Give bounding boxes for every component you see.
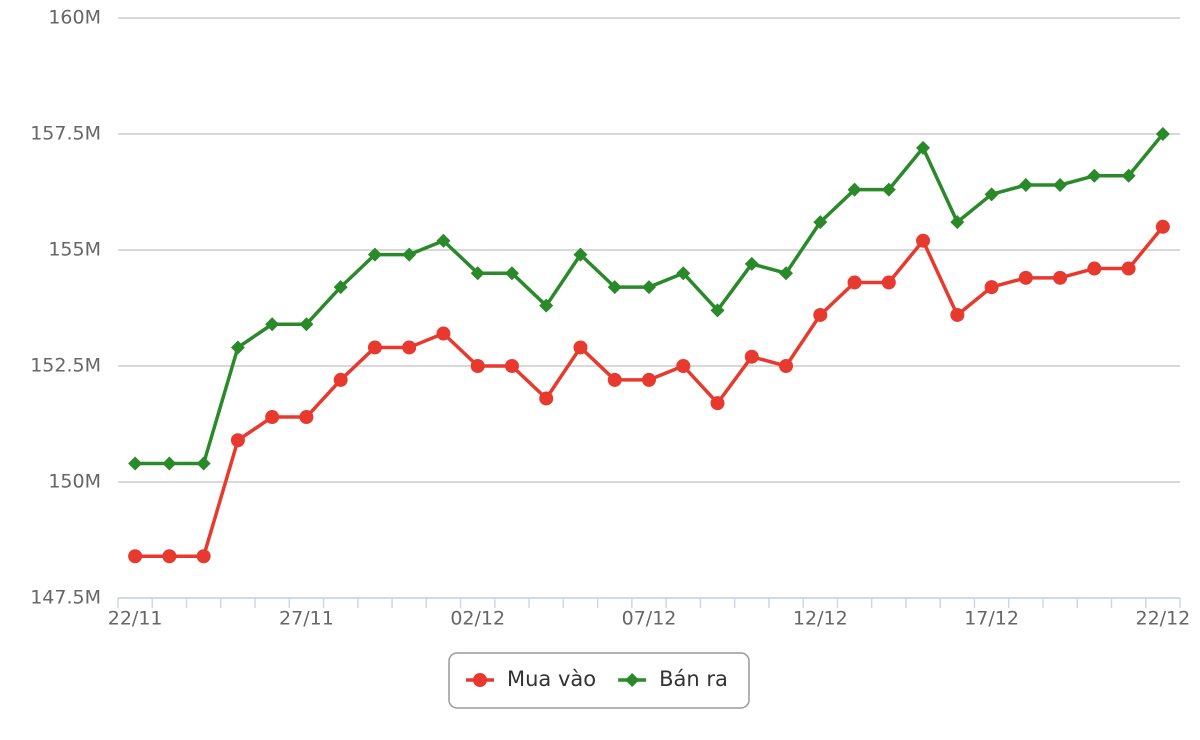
marker (473, 673, 487, 687)
marker (1018, 270, 1033, 285)
marker (1155, 219, 1170, 234)
marker (162, 456, 177, 471)
legend-label: Bán ra (659, 667, 728, 691)
marker (128, 549, 143, 564)
marker (333, 372, 348, 387)
marker (710, 303, 725, 318)
marker (299, 410, 314, 425)
marker (299, 317, 314, 332)
legend-label: Mua vào (507, 667, 596, 691)
marker (402, 340, 417, 355)
x-tick-label: 02/12 (450, 608, 505, 630)
marker (230, 433, 245, 448)
marker (1087, 261, 1102, 276)
y-tick-label: 147.5M (30, 587, 101, 609)
marker (625, 673, 640, 687)
marker (1087, 168, 1102, 183)
marker (265, 317, 280, 332)
marker (162, 549, 177, 564)
marker (1053, 178, 1068, 193)
series-line (135, 132, 1165, 466)
marker (1121, 168, 1136, 183)
marker (367, 340, 382, 355)
marker (779, 359, 794, 373)
marker (196, 549, 211, 564)
y-tick-label: 160M (48, 7, 101, 29)
marker (984, 280, 999, 295)
marker (676, 266, 691, 281)
marker (984, 187, 999, 202)
marker (573, 340, 588, 355)
x-tick-label: 17/12 (964, 608, 1019, 630)
marker (744, 256, 759, 271)
marker (847, 275, 862, 290)
series-line (135, 225, 1165, 558)
y-tick-label: 150M (48, 471, 101, 493)
marker (470, 359, 485, 373)
marker (881, 275, 896, 290)
y-tick-label: 157.5M (30, 123, 101, 145)
marker (881, 182, 896, 197)
marker (470, 266, 485, 281)
marker (813, 215, 828, 230)
marker (813, 307, 828, 322)
y-tick-label: 155M (48, 239, 101, 261)
marker (230, 340, 245, 355)
marker (402, 247, 417, 262)
marker (265, 410, 280, 425)
marker (642, 372, 656, 387)
x-tick-label: 07/12 (622, 608, 677, 630)
marker (950, 215, 965, 230)
marker (196, 456, 211, 471)
marker (504, 359, 519, 373)
marker (333, 280, 348, 295)
marker (1053, 270, 1068, 285)
marker (847, 182, 862, 197)
x-tick-label: 27/11 (279, 608, 334, 630)
marker (436, 326, 451, 341)
marker (607, 280, 622, 295)
marker (607, 372, 622, 387)
marker (950, 307, 965, 322)
marker (744, 349, 759, 364)
marker (539, 391, 554, 406)
marker (710, 396, 725, 411)
marker (642, 280, 656, 295)
marker (367, 247, 382, 262)
marker (779, 266, 794, 281)
marker (1121, 261, 1136, 276)
marker (676, 359, 691, 373)
marker (539, 298, 554, 313)
marker (436, 233, 451, 248)
marker (916, 233, 931, 248)
marker (916, 140, 931, 155)
legend: Mua vào Bán ra (448, 652, 750, 709)
marker (1018, 178, 1033, 193)
y-tick-label: 152.5M (30, 355, 101, 377)
marker (128, 456, 143, 471)
marker (573, 247, 588, 262)
x-tick-label: 12/12 (793, 608, 848, 630)
x-tick-label: 22/12 (1135, 608, 1190, 630)
marker (1155, 127, 1170, 141)
marker (504, 266, 519, 281)
legend-box (448, 652, 750, 709)
x-tick-label: 22/11 (108, 608, 163, 630)
